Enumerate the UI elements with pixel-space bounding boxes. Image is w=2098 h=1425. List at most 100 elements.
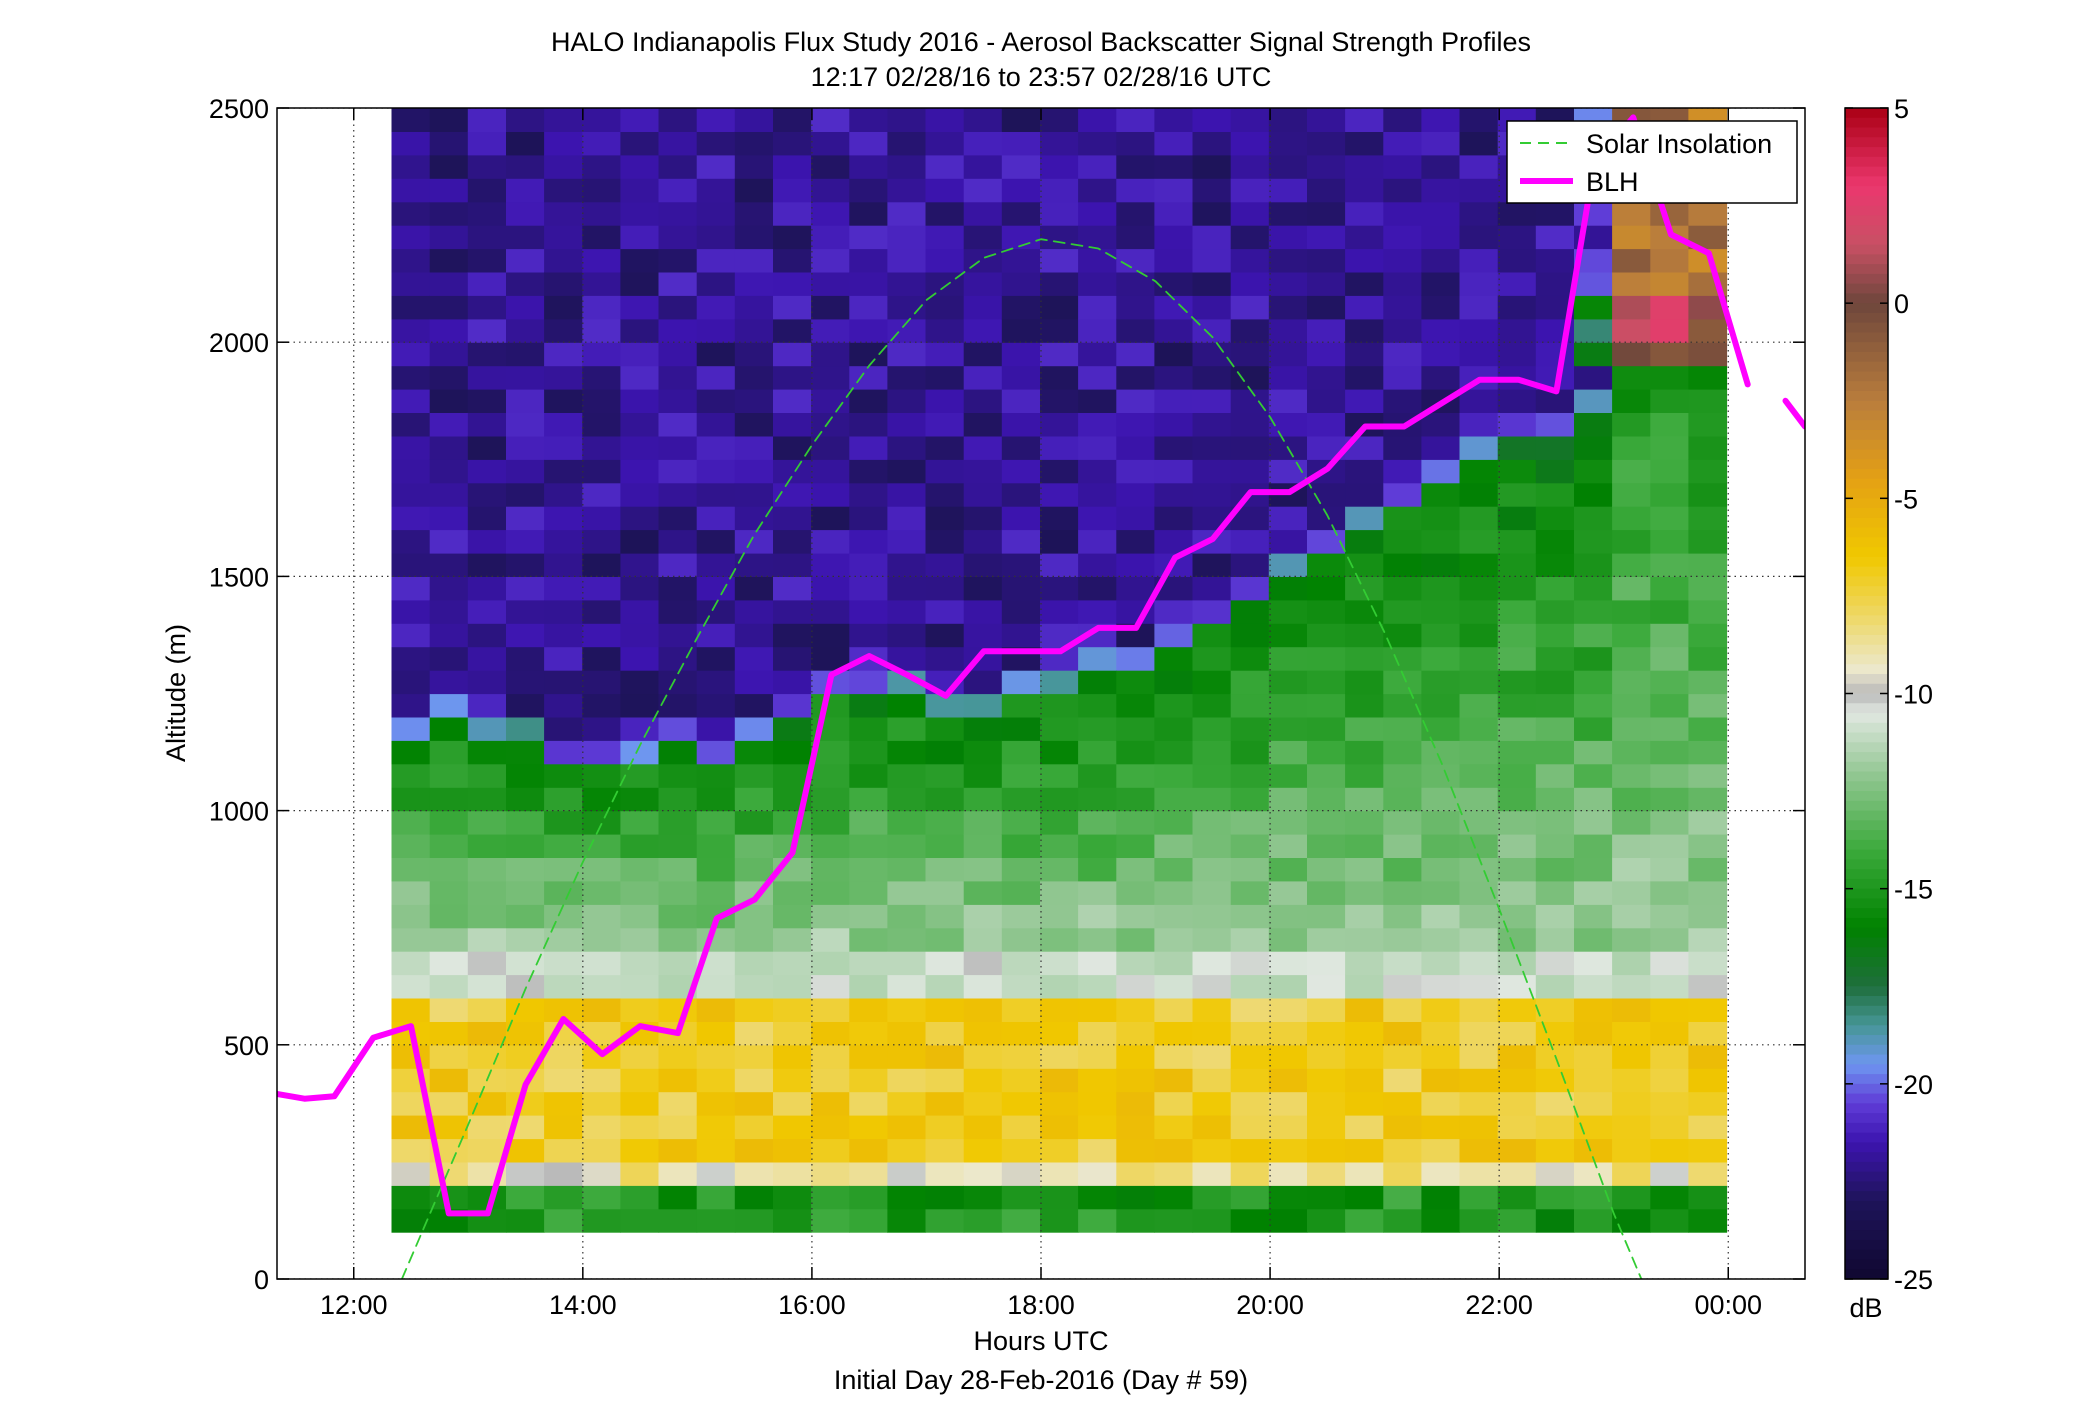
heatmap-cell bbox=[1078, 998, 1117, 1022]
heatmap-cell bbox=[1116, 506, 1155, 531]
heatmap-cell bbox=[1383, 553, 1422, 577]
heatmap-cell bbox=[1268, 927, 1308, 952]
heatmap-cell bbox=[1459, 576, 1499, 601]
heatmap-cell bbox=[1383, 365, 1422, 390]
heatmap-cell bbox=[1192, 623, 1232, 648]
heatmap-cell bbox=[1421, 201, 1461, 226]
heatmap-cell bbox=[467, 1115, 507, 1140]
heatmap-cell bbox=[849, 553, 888, 577]
heatmap-cell bbox=[1459, 154, 1499, 179]
heatmap-cell bbox=[506, 459, 545, 484]
heatmap-cell bbox=[773, 459, 812, 484]
heatmap-cell bbox=[1345, 834, 1384, 858]
heatmap-cell bbox=[658, 787, 698, 812]
heatmap-cell bbox=[1383, 342, 1422, 367]
heatmap-cell bbox=[1040, 880, 1079, 905]
heatmap-cell bbox=[1535, 1021, 1575, 1046]
heatmap-cell bbox=[658, 178, 698, 203]
heatmap-cell bbox=[582, 599, 621, 624]
heatmap-cell bbox=[1650, 412, 1689, 437]
colorbar-strip bbox=[1845, 1025, 1888, 1036]
heatmap-cell bbox=[1078, 904, 1117, 929]
heatmap-cell bbox=[1001, 927, 1041, 952]
heatmap-cell bbox=[1497, 763, 1537, 788]
heatmap-cell bbox=[925, 623, 965, 648]
heatmap-cell bbox=[620, 201, 660, 226]
heatmap-cell bbox=[582, 763, 621, 788]
heatmap-cell bbox=[620, 248, 660, 273]
heatmap-cell bbox=[1116, 482, 1155, 507]
heatmap-cell bbox=[696, 108, 736, 132]
heatmap-cell bbox=[1612, 412, 1651, 437]
heatmap-cell bbox=[1612, 225, 1651, 250]
heatmap-cell bbox=[811, 482, 850, 507]
heatmap-cell bbox=[849, 716, 888, 741]
heatmap-cell bbox=[544, 435, 583, 460]
heatmap-cell bbox=[1040, 599, 1079, 624]
colorbar-strip bbox=[1845, 1249, 1888, 1261]
heatmap-cell bbox=[925, 716, 965, 741]
heatmap-cell bbox=[1650, 974, 1689, 999]
x-axis-label: Hours UTC bbox=[973, 1326, 1108, 1356]
heatmap-cell bbox=[391, 1161, 431, 1186]
heatmap-cell bbox=[467, 716, 507, 741]
heatmap-cell bbox=[1268, 1068, 1308, 1093]
heatmap-cell bbox=[1230, 740, 1270, 765]
heatmap-cell bbox=[1001, 529, 1041, 554]
heatmap-cell bbox=[963, 927, 1003, 952]
heatmap-cell bbox=[1078, 974, 1117, 999]
heatmap-cell bbox=[925, 201, 965, 226]
heatmap-cell bbox=[658, 201, 698, 226]
heatmap-cell bbox=[1535, 716, 1575, 741]
heatmap-cell bbox=[1497, 716, 1537, 741]
heatmap-cell bbox=[696, 1208, 736, 1233]
heatmap-cell bbox=[1307, 295, 1346, 320]
heatmap-cell bbox=[1612, 295, 1651, 320]
heatmap-cell bbox=[1574, 529, 1613, 554]
heatmap-cell bbox=[1612, 880, 1651, 905]
heatmap-cell bbox=[696, 576, 736, 601]
heatmap-cell bbox=[544, 131, 583, 156]
colorbar-strip bbox=[1845, 1269, 1888, 1280]
heatmap-cell bbox=[887, 225, 927, 250]
heatmap-cell bbox=[1154, 108, 1194, 132]
heatmap-cell bbox=[1040, 271, 1079, 296]
heatmap-cell bbox=[734, 553, 774, 577]
heatmap-cell bbox=[1192, 131, 1232, 156]
heatmap-cell bbox=[544, 318, 583, 343]
heatmap-cell bbox=[1230, 599, 1270, 624]
heatmap-cell bbox=[1688, 646, 1728, 671]
heatmap-cell bbox=[506, 225, 545, 250]
heatmap-cell bbox=[658, 248, 698, 273]
heatmap-cell bbox=[1497, 576, 1537, 601]
heatmap-cell bbox=[849, 201, 888, 226]
colorbar-strip bbox=[1845, 195, 1888, 207]
heatmap-cell bbox=[1116, 880, 1155, 905]
heatmap-cell bbox=[1650, 810, 1689, 835]
heatmap-cell bbox=[544, 365, 583, 390]
heatmap-cell bbox=[1230, 225, 1270, 250]
colorbar-tick-label: 0 bbox=[1894, 289, 1909, 319]
heatmap-cell bbox=[1459, 834, 1499, 858]
heatmap-cell bbox=[1497, 670, 1537, 695]
colorbar-strip bbox=[1845, 849, 1888, 860]
heatmap-cell bbox=[582, 1161, 621, 1186]
heatmap-cell bbox=[1574, 1115, 1613, 1140]
heatmap-cell bbox=[1345, 740, 1384, 765]
heatmap-cell bbox=[1688, 459, 1728, 484]
colorbar-strip bbox=[1845, 420, 1888, 431]
heatmap-cell bbox=[1383, 178, 1422, 203]
heatmap-cell bbox=[773, 271, 812, 296]
heatmap-cell bbox=[734, 295, 774, 320]
heatmap-cell bbox=[1192, 248, 1232, 273]
heatmap-cell bbox=[658, 131, 698, 156]
heatmap-cell bbox=[506, 927, 545, 952]
heatmap-cell bbox=[429, 740, 469, 765]
heatmap-cell bbox=[696, 740, 736, 765]
heatmap-cell bbox=[1040, 576, 1079, 601]
heatmap-cell bbox=[1154, 857, 1194, 882]
heatmap-cell bbox=[849, 834, 888, 858]
heatmap-cell bbox=[1001, 389, 1041, 413]
heatmap-cell bbox=[620, 529, 660, 554]
